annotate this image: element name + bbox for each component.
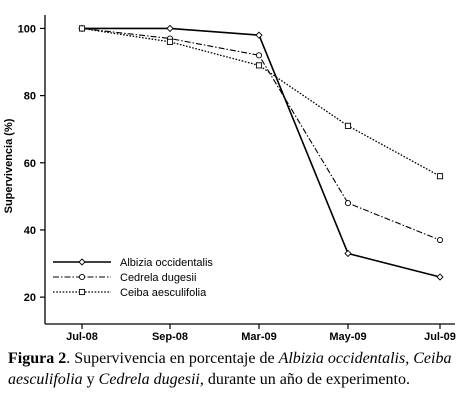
circle-marker	[255, 52, 263, 59]
y-tick-label: 60	[24, 158, 36, 170]
series-line	[81, 27, 441, 177]
square-marker	[436, 173, 444, 180]
x-tick-label: Sep-08	[152, 331, 188, 343]
square-marker	[78, 288, 86, 296]
series-line	[81, 27, 441, 241]
diamond-marker	[344, 249, 352, 258]
square-marker	[344, 122, 352, 129]
caption-species-3: Cedrela dugesii	[98, 371, 200, 388]
diamond-marker	[166, 24, 174, 33]
figure-label: Figura 2	[8, 350, 67, 367]
legend-label: Ceiba aesculifolia	[120, 287, 207, 299]
caption-species-2: Ceiba aesculifolia	[8, 350, 452, 388]
x-axis-ticks: Jul-08 Sep-08 Mar-09 May-09 Jul-09	[66, 324, 456, 343]
caption-text-2: ,	[405, 350, 414, 367]
caption-text-4: , durante un año de experimento.	[199, 371, 410, 388]
square-marker	[78, 25, 86, 32]
circle-marker	[344, 200, 352, 207]
y-tick-label: 80	[24, 91, 36, 103]
circle-marker	[436, 236, 444, 244]
data-series	[78, 24, 444, 281]
diamond-marker	[255, 31, 263, 39]
series-2	[78, 25, 444, 244]
caption-text-3: y	[82, 371, 99, 388]
figure-caption: Figura 2. Supervivencia en porcentaje de…	[8, 348, 458, 390]
series-3	[78, 25, 444, 180]
y-axis-label: Supervivencia (%)	[3, 118, 15, 213]
square-marker	[166, 38, 174, 45]
x-tick-label: May-09	[329, 331, 366, 343]
chart-legend: Albizia occidentalis Cedrela dugesii Ceiba…	[53, 257, 213, 299]
square-marker	[255, 62, 263, 69]
chart-axes	[44, 15, 455, 325]
y-tick-label: 20	[24, 292, 36, 304]
circle-marker	[78, 273, 86, 281]
y-tick-label: 40	[24, 225, 36, 237]
y-axis-ticks: 20 40 60 80 100	[18, 23, 45, 304]
diamond-marker	[436, 273, 444, 281]
legend-label: Albizia occidentalis	[120, 257, 213, 269]
caption-text-1: . Supervivencia en porcentaje de	[66, 350, 279, 367]
diamond-marker	[78, 258, 86, 266]
x-tick-label: Mar-09	[241, 331, 276, 343]
x-tick-label: Jul-08	[66, 331, 98, 343]
y-tick-label: 100	[18, 23, 36, 35]
x-tick-label: Jul-09	[424, 331, 456, 343]
legend-label: Cedrela dugesii	[120, 272, 196, 284]
caption-species-1: Albizia occidentalis	[278, 350, 406, 367]
